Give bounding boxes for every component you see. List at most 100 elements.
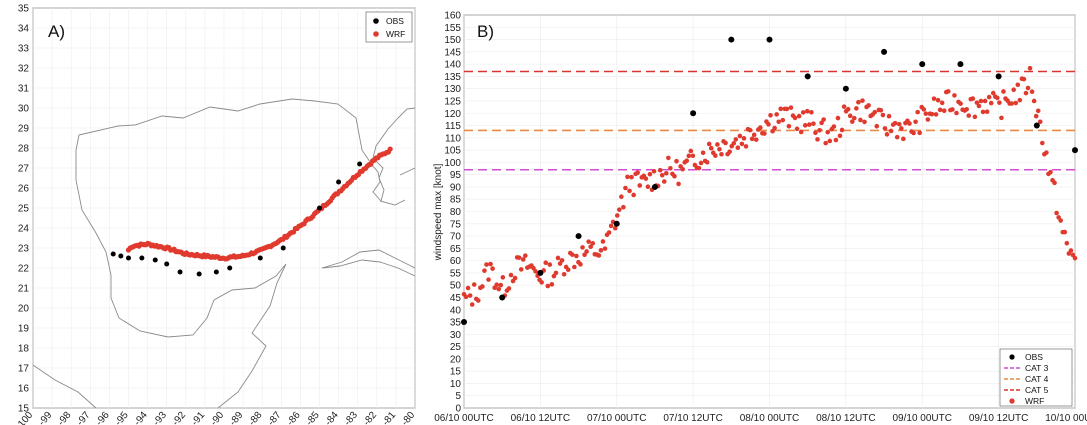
mexico-coastline <box>75 134 287 409</box>
wrf-windspeed-point <box>997 100 1002 105</box>
wrf-windspeed-point <box>664 170 669 176</box>
wrf-windspeed-point <box>753 137 759 142</box>
wrf-windspeed-point <box>506 286 512 291</box>
y-tick-label: 85 <box>450 195 462 206</box>
y-tick-label: 35 <box>18 4 30 15</box>
x-tick-label: 08/10 12UTC <box>816 413 875 424</box>
y-tick-label: 21 <box>18 284 30 295</box>
y-tick-label: 16 <box>18 384 30 395</box>
wrf-windspeed-point <box>800 110 806 115</box>
obs-windspeed-point <box>461 319 467 326</box>
y-tick-label: 35 <box>450 318 462 329</box>
y-tick-label: 30 <box>18 104 30 115</box>
wrf-windspeed-point <box>954 110 959 116</box>
wrf-windspeed-point <box>1013 100 1019 106</box>
wrf-windspeed-point <box>827 138 833 144</box>
wrf-windspeed-point <box>768 112 773 118</box>
wrf-windspeed-point <box>813 130 818 136</box>
obs-windspeed-point <box>1072 147 1078 154</box>
obs-track-point <box>213 269 219 275</box>
wrf-windspeed-point <box>741 136 747 141</box>
wrf-windspeed-point <box>860 98 865 103</box>
wrf-windspeed-point <box>1025 85 1031 91</box>
y-tick-label: 135 <box>444 72 461 83</box>
wrf-windspeed-point <box>612 225 618 231</box>
wrf-windspeed-point <box>498 282 504 288</box>
y-tick-label: 95 <box>450 170 462 181</box>
wrf-windspeed-point <box>731 141 737 146</box>
wrf-windspeed-point <box>463 294 469 300</box>
wrf-windspeed-point <box>1011 87 1016 93</box>
x-tick-label: -83 <box>342 410 360 425</box>
wrf-windspeed-point <box>621 204 626 210</box>
wrf-windspeed-point <box>762 131 767 136</box>
wrf-windspeed-point <box>743 144 749 149</box>
wrf-windspeed-point <box>845 106 851 112</box>
wrf-windspeed-point <box>659 172 665 178</box>
obs-windspeed-point <box>499 294 506 301</box>
wrf-windspeed-point <box>1037 119 1043 125</box>
wrf-windspeed-point <box>674 158 679 164</box>
wrf-windspeed-point <box>970 96 976 101</box>
obs-track-point <box>126 255 131 261</box>
y-tick-label: 33 <box>18 44 30 55</box>
wrf-windspeed-point <box>792 115 798 121</box>
wrf-windspeed-point <box>839 127 845 133</box>
wrf-windspeed-point <box>939 100 945 106</box>
wrf-windspeed-point <box>547 262 553 267</box>
wrf-windspeed-point <box>614 213 620 218</box>
y-tick-label: 40 <box>450 305 462 316</box>
wrf-windspeed-point <box>1001 89 1006 94</box>
wrf-windspeed-point <box>1054 210 1059 216</box>
obs-windspeed-point <box>881 48 888 55</box>
wrf-windspeed-point <box>976 103 982 109</box>
y-tick-label: 110 <box>445 133 461 144</box>
wrf-windspeed-point <box>686 153 692 159</box>
wrf-windspeed-point <box>516 255 522 260</box>
wrf-windspeed-point <box>717 146 722 152</box>
obs-track-point <box>357 161 363 167</box>
wrf-windspeed-point <box>582 252 587 258</box>
obs-windspeed-point <box>919 61 926 68</box>
wrf-windspeed-point <box>645 184 651 190</box>
wrf-windspeed-point <box>1048 169 1053 175</box>
wrf-windspeed-point <box>1017 97 1023 103</box>
wrf-windspeed-point <box>825 129 831 135</box>
wrf-windspeed-point <box>533 269 538 274</box>
wrf-windspeed-point <box>588 244 593 250</box>
wrf-windspeed-point <box>966 113 972 118</box>
wrf-windspeed-point <box>657 167 663 173</box>
x-tick-label: -94 <box>132 410 150 425</box>
panel-b-gridlines <box>463 14 1076 409</box>
wrf-windspeed-point <box>539 280 544 285</box>
wrf-windspeed-point <box>852 115 857 121</box>
wrf-windspeed-point <box>798 129 804 135</box>
obs-track-point <box>317 205 322 211</box>
wrf-windspeed-point <box>866 103 871 108</box>
wrf-windspeed-point <box>995 95 1000 101</box>
wrf-windspeed-point <box>805 108 810 114</box>
wrf-windspeed-point <box>1035 108 1041 114</box>
y-tick-label: 160 <box>444 11 461 22</box>
wrf-windspeed-point <box>480 284 485 289</box>
panel-a-gridlines <box>32 7 416 409</box>
wrf-windspeed-point <box>982 98 988 104</box>
wrf-windspeed-point <box>508 272 514 278</box>
wrf-track-point <box>387 146 393 152</box>
cuba-coastline <box>321 249 416 269</box>
wrf-windspeed-point <box>952 93 957 98</box>
y-tick-label: 105 <box>444 146 461 157</box>
y-tick-label: 55 <box>450 268 462 279</box>
wrf-windspeed-point <box>1023 90 1029 96</box>
wrf-windspeed-point <box>796 113 802 119</box>
obs-track-point <box>280 245 286 251</box>
wrf-windspeed-point <box>666 155 671 161</box>
x-tick-label: -92 <box>170 410 188 425</box>
y-tick-label: 0 <box>455 404 461 415</box>
wrf-windspeed-point <box>486 277 491 282</box>
x-tick-label: -90 <box>209 410 227 425</box>
x-tick-label: -84 <box>323 410 341 425</box>
wrf-windspeed-point <box>841 104 847 109</box>
obs-track-point <box>227 265 233 271</box>
wrf-windspeed-point <box>882 126 888 131</box>
